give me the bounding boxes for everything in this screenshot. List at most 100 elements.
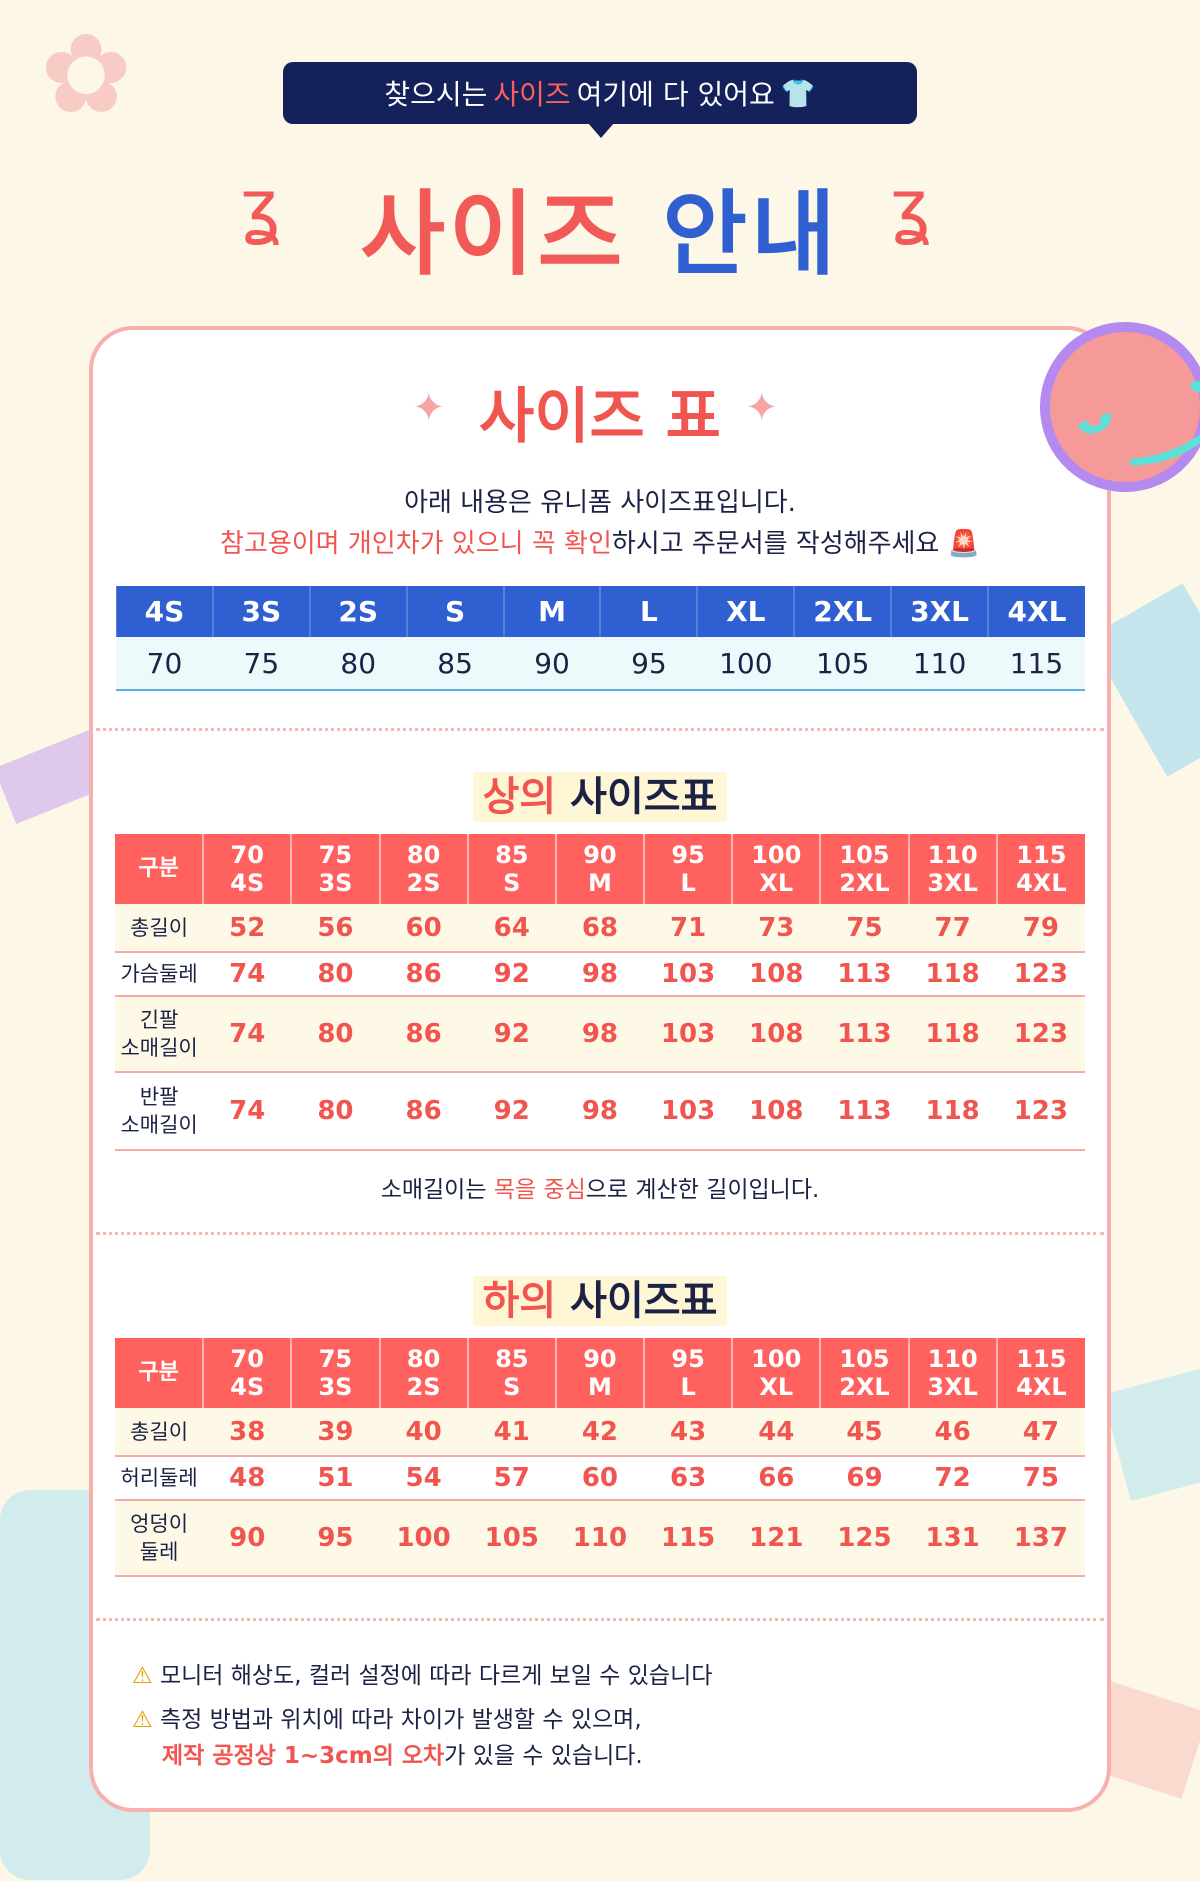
size-label: 3S <box>211 586 310 637</box>
size-label: 4S <box>230 1373 265 1401</box>
column-header: 115 4XL <box>995 1338 1085 1408</box>
cell-value: 51 <box>291 1456 380 1501</box>
column-header: 70 4S <box>202 834 292 904</box>
cell-value: 60 <box>555 1456 645 1501</box>
table-row: 긴팔 소매길이 74 80 86 92 98 103 108 113 118 123 <box>115 996 1085 1073</box>
size-chart-title: 사이즈 표 <box>479 382 721 452</box>
cell-value: 79 <box>996 904 1085 953</box>
size-label: L <box>599 586 698 637</box>
cell-value: 60 <box>379 904 468 953</box>
cell-value: 108 <box>732 952 821 997</box>
cell-value: 123 <box>996 996 1085 1073</box>
cell-value: 103 <box>644 996 733 1073</box>
cell-value: 74 <box>203 996 292 1073</box>
size-value: 115 <box>988 637 1085 691</box>
cell-value: 137 <box>996 1500 1085 1577</box>
chest-size: 115 <box>1016 1345 1067 1373</box>
chest-size: 100 <box>751 841 802 869</box>
size-label: M <box>502 586 601 637</box>
flower-doodle: ✿ <box>40 10 133 138</box>
row-label-line: 둘레 <box>139 1540 179 1564</box>
cell-value: 44 <box>732 1408 821 1457</box>
cell-value: 118 <box>908 952 997 997</box>
size-label: 2XL <box>839 1373 890 1401</box>
cell-value: 118 <box>908 996 997 1073</box>
cell-value: 74 <box>203 952 292 997</box>
cell-value: 92 <box>467 996 556 1073</box>
row-label-line: 긴팔 <box>139 1008 179 1032</box>
cell-value: 115 <box>644 1500 733 1577</box>
size-label: 4XL <box>1016 869 1067 897</box>
chest-size: 90 <box>583 1345 617 1373</box>
chest-size: 90 <box>583 841 617 869</box>
cell-value: 43 <box>644 1408 733 1457</box>
top-size-table: 구분 70 4S 75 3S 80 2S 85 S 90 M 95 L 100 XL 105 2XL 110 3XL… <box>115 834 1085 1151</box>
row-label: 엉덩이 둘레 <box>115 1500 204 1577</box>
row-label-line: 가슴둘레 <box>120 962 198 986</box>
cell-value: 98 <box>555 952 645 997</box>
row-label: 총길이 <box>115 1408 204 1457</box>
size-label: 3XL <box>927 869 978 897</box>
size-table: 4S 3S 2S S M L XL 2XL 3XL 4XL 70 75 80 85 90 95 100 105 11… <box>115 586 1085 691</box>
squiggle-right-icon: ʓ <box>890 165 931 247</box>
chest-size: 100 <box>751 1345 802 1373</box>
size-label: 2XL <box>793 586 892 637</box>
size-label: 2S <box>406 869 441 897</box>
cell-value: 71 <box>644 904 733 953</box>
cell-value: 103 <box>644 1072 733 1151</box>
column-header: 105 2XL <box>819 834 909 904</box>
size-value: 100 <box>697 637 795 691</box>
intro-bubble: 찾으시는 사이즈 여기에 다 있어요 👕 <box>283 62 917 138</box>
divider <box>96 1232 1104 1235</box>
cell-value: 75 <box>996 1456 1085 1501</box>
cell-value: 86 <box>379 996 468 1073</box>
cell-value: 54 <box>379 1456 468 1501</box>
cell-value: 80 <box>291 1072 380 1151</box>
cell-value: 41 <box>467 1408 556 1457</box>
row-label-line: 소매길이 <box>120 1113 198 1137</box>
cell-value: 123 <box>996 952 1085 997</box>
cell-value: 63 <box>644 1456 733 1501</box>
cell-value: 69 <box>820 1456 909 1501</box>
size-label: XL <box>759 869 794 897</box>
cell-value: 48 <box>203 1456 292 1501</box>
tshirt-icon: 👕 <box>780 76 816 110</box>
column-header: 95 L <box>643 1338 733 1408</box>
bottom-size-table: 구분 70 4S 75 3S 80 2S 85 S 90 M 95 L 100 XL 105 2XL 110 3XL… <box>115 1338 1085 1577</box>
siren-icon: 🚨 <box>947 529 980 559</box>
column-header: 100 XL <box>731 1338 821 1408</box>
table-row: 반팔 소매길이 74 80 86 92 98 103 108 113 118 123 <box>115 1072 1085 1151</box>
cell-value: 92 <box>467 952 556 997</box>
size-value: 85 <box>406 637 504 691</box>
column-header: 75 3S <box>290 834 380 904</box>
cell-value: 80 <box>291 996 380 1073</box>
chest-size: 105 <box>839 1345 890 1373</box>
column-header: 80 2S <box>378 1338 468 1408</box>
cell-value: 86 <box>379 952 468 997</box>
chest-size: 95 <box>671 841 705 869</box>
chest-size: 95 <box>671 1345 705 1373</box>
page-title: 사이즈 안내 <box>360 181 840 288</box>
cell-value: 98 <box>555 1072 645 1151</box>
cell-value: 77 <box>908 904 997 953</box>
size-label: 3XL <box>890 586 989 637</box>
size-label: S <box>503 1373 521 1401</box>
cell-value: 95 <box>291 1500 380 1577</box>
cell-value: 45 <box>820 1408 909 1457</box>
bubble-text: 여기에 다 있어요 <box>576 78 775 111</box>
column-header: 110 3XL <box>907 1338 997 1408</box>
row-label-line: 반팔 <box>139 1085 179 1109</box>
size-label: XL <box>759 1373 794 1401</box>
size-label: 3XL <box>927 1373 978 1401</box>
size-chart-desc: 아래 내용은 유니폼 사이즈표입니다. <box>404 488 796 518</box>
warning-1: ⚠ 모니터 해상도, 컬러 설정에 따라 다르게 보일 수 있습니다 <box>132 1663 713 1689</box>
table-row: 총길이 52 56 60 64 68 71 73 75 77 79 <box>115 904 1085 953</box>
size-label: 4S <box>230 869 265 897</box>
column-header: 75 3S <box>290 1338 380 1408</box>
column-header: 80 2S <box>378 834 468 904</box>
table-row: 엉덩이 둘레 90 95 100 105 110 115 121 125 131 137 <box>115 1500 1085 1577</box>
size-label: L <box>680 869 696 897</box>
size-label: 2S <box>308 586 407 637</box>
cell-value: 56 <box>291 904 380 953</box>
column-header: 110 3XL <box>907 834 997 904</box>
